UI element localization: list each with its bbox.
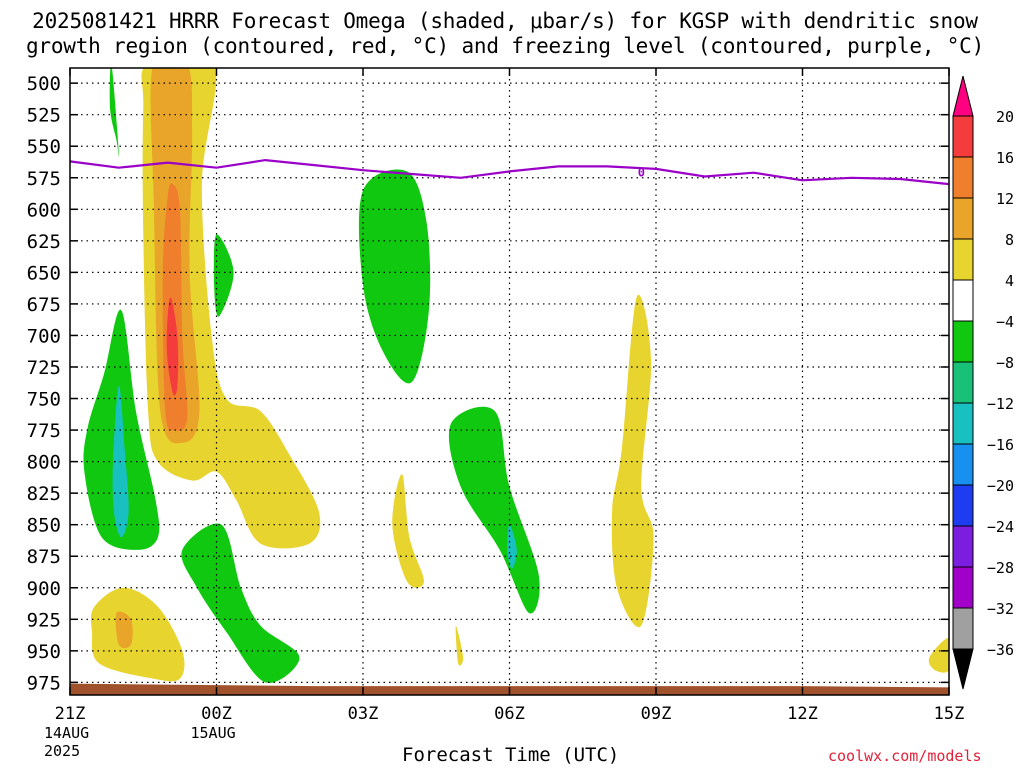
colorbar-label: −12 (987, 395, 1014, 413)
x-tick-label: 00Z (201, 704, 232, 724)
y-tick-label: 800 (27, 452, 61, 474)
colorbar-box (952, 279, 974, 322)
y-tick-label: 675 (27, 294, 61, 316)
y-tick-label: 750 (27, 389, 61, 411)
y-tick-label: 925 (27, 609, 61, 631)
y-tick-label: 575 (27, 168, 61, 190)
colorbar-box (952, 607, 974, 650)
x-tick-sublabel: 14AUG (44, 724, 89, 742)
y-tick-label: 900 (27, 578, 61, 600)
omega-region-7 (213, 234, 234, 317)
colorbar-label: −28 (987, 559, 1014, 577)
colorbar-box (952, 238, 974, 281)
chart-title-line-2: growth region (contoured, red, °C) and f… (25, 34, 985, 58)
y-tick-label: 500 (27, 73, 61, 95)
colorbar-box (952, 484, 974, 527)
x-tick-label: 09Z (641, 704, 672, 724)
y-tick-label: 875 (27, 546, 61, 568)
colorbar-label: −20 (987, 477, 1014, 495)
freezing-level-label: 0 (638, 165, 645, 179)
source-credit: coolwx.com/models (828, 747, 982, 765)
y-tick-label: 625 (27, 231, 61, 253)
colorbar-box (952, 525, 974, 568)
y-tick-label: 850 (27, 515, 61, 537)
y-tick-label: 650 (27, 262, 61, 284)
colorbar-box (952, 443, 974, 486)
colorbar-label: −16 (987, 436, 1014, 454)
omega-region-16 (115, 611, 133, 649)
y-tick-label: 525 (27, 105, 61, 127)
x-tick-label: 03Z (348, 704, 379, 724)
y-tick-label: 775 (27, 420, 61, 442)
colorbar-arrow-top (952, 75, 974, 117)
colorbar-label: −36 (987, 641, 1014, 659)
colorbar-box (952, 566, 974, 609)
x-tick-label: 06Z (494, 704, 525, 724)
omega-region-14 (181, 523, 300, 683)
colorbar-box (952, 197, 974, 240)
colorbar-label: 4 (1005, 272, 1014, 290)
colorbar-box (952, 402, 974, 445)
colorbar-label: −4 (996, 313, 1014, 331)
colorbar-label: 8 (1005, 231, 1014, 249)
omega-shading (83, 68, 949, 683)
colorbar-box (952, 361, 974, 404)
omega-region-11 (448, 406, 540, 614)
omega-region-15 (90, 587, 185, 682)
omega-region-4 (166, 297, 179, 396)
colorbar-box (952, 156, 974, 199)
colorbar-label: −8 (996, 354, 1014, 372)
colorbar-label: 20 (996, 108, 1014, 126)
omega-region-9 (392, 474, 425, 588)
colorbar-arrow-bottom (952, 648, 974, 690)
y-tick-label: 550 (27, 136, 61, 158)
x-tick-sublabel: 2025 (44, 742, 80, 760)
x-axis-label: Forecast Time (UTC) (402, 744, 620, 766)
omega-region-0 (109, 68, 119, 157)
omega-region-10 (455, 625, 464, 666)
y-tick-label: 700 (27, 325, 61, 347)
x-tick-label: 21Z (55, 704, 86, 724)
y-tick-label: 725 (27, 357, 61, 379)
colorbar-label: 12 (996, 190, 1014, 208)
colorbar-box (952, 320, 974, 363)
x-tick-label: 12Z (787, 704, 818, 724)
x-tick-sublabel: 15AUG (191, 724, 236, 742)
freezing-level-line (69, 158, 950, 186)
omega-region-8 (358, 169, 431, 384)
colorbar-label: 16 (996, 149, 1014, 167)
x-tick-label: 15Z (934, 704, 965, 724)
chart-title-line-1: 2025081421 HRRR Forecast Omega (shaded, … (32, 9, 978, 33)
colorbar-box (952, 115, 974, 158)
y-tick-label: 950 (27, 641, 61, 663)
y-tick-label: 825 (27, 483, 61, 505)
y-tick-label: 975 (27, 672, 61, 694)
colorbar-label: −24 (987, 518, 1014, 536)
omega-region-17 (928, 638, 949, 673)
y-tick-label: 600 (27, 199, 61, 221)
colorbar-label: −32 (987, 600, 1014, 618)
omega-region-13 (611, 294, 654, 628)
